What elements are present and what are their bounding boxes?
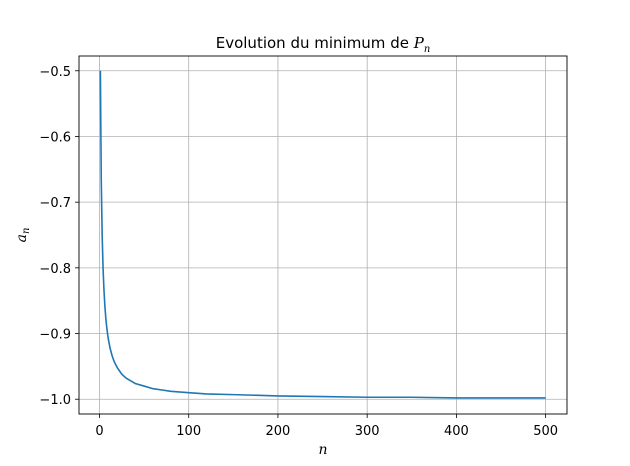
- x-axis-label: n: [318, 442, 327, 458]
- x-tick-label: 500: [533, 424, 558, 439]
- y-axis-label-subscript: n: [21, 228, 32, 234]
- x-tick-label: 300: [355, 424, 380, 439]
- y-axis-label-main: a: [14, 234, 30, 242]
- y-tick-label: −0.9: [39, 328, 71, 343]
- grid: [79, 56, 567, 414]
- plot-frame: [78, 55, 568, 415]
- x-tick-label: 100: [176, 424, 201, 439]
- chart-title-variable: P: [413, 34, 425, 52]
- x-tick-label: 400: [444, 424, 469, 439]
- y-tick-label: −0.5: [39, 65, 71, 80]
- x-tick-label: 0: [95, 424, 103, 439]
- y-axis-label: an: [14, 228, 32, 243]
- chart-title-subscript: n: [424, 44, 430, 55]
- ticks: 0 100 200 300 400 500 −0.5 −0.6 −0.7 −0.8 −0.9 −1.0: [39, 65, 558, 439]
- chart-title: Evolution du minimum de Pn: [216, 34, 431, 55]
- y-tick-label: −0.7: [39, 196, 71, 211]
- y-tick-label: −1.0: [39, 393, 71, 408]
- series-line-a-n: [99, 70, 546, 399]
- x-tick-label: 200: [266, 424, 291, 439]
- y-tick-label: −0.8: [39, 262, 71, 277]
- y-tick-label: −0.6: [39, 130, 71, 145]
- chart-title-text: Evolution du minimum de: [216, 34, 414, 52]
